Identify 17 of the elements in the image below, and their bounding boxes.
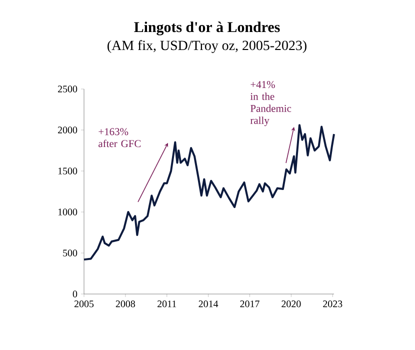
- y-tick-label: 2500: [58, 86, 78, 92]
- x-tick-label: 2020: [282, 300, 301, 308]
- y-tick-label: 0: [72, 290, 78, 298]
- x-tick-label: 2017: [240, 300, 260, 308]
- y-tick-label: 1500: [58, 168, 78, 174]
- x-tick-label: 2014: [198, 300, 218, 308]
- chart-subtitle: (AM fix, USD/Troy oz, 2005-2023): [108, 40, 306, 54]
- chart-title: Lingots d'or à Londres: [134, 22, 280, 36]
- x-tick-label: 2008: [116, 300, 136, 308]
- y-tick-label: 2000: [58, 126, 78, 134]
- annotation: +41% in the Pandemic rally: [250, 81, 292, 126]
- y-tick-label: 500: [63, 250, 78, 256]
- annotation: +163% after GFC: [98, 128, 141, 148]
- y-tick-label: 1000: [58, 208, 78, 216]
- x-tick-label: 2011: [158, 300, 176, 308]
- x-tick-label: 2005: [74, 300, 94, 308]
- x-tick-label: 2023: [323, 300, 342, 308]
